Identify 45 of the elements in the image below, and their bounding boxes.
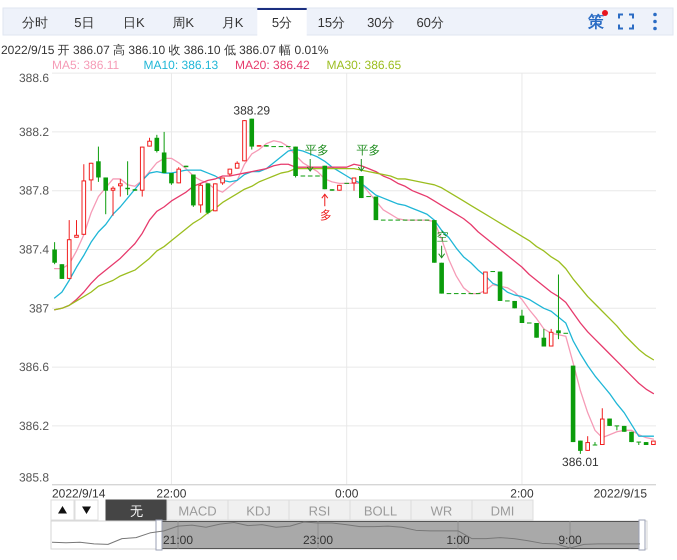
legend-item: MA20: 386.42: [235, 58, 310, 72]
tab-label: 日K: [122, 15, 145, 30]
tab-label: 5日: [74, 15, 95, 30]
tab-label: 15分: [318, 15, 346, 30]
legend-item: MA30: 386.65: [326, 58, 402, 72]
legend-item: MA5: 386.11: [52, 58, 120, 72]
chart-subtitle: 2022/9/15 开 386.07 高 386.10 收 386.10 低 386.07 幅 0.01%: [1, 43, 329, 57]
x-tick-label: 21:00: [162, 533, 194, 547]
tab-label: 30分: [367, 15, 395, 30]
tab: 5分: [257, 8, 307, 36]
y-tick-label: 386.2: [18, 418, 50, 433]
button: DMI: [472, 500, 534, 520]
y-tick-label: 387: [28, 301, 50, 316]
tab-label: 分时: [22, 15, 48, 30]
tab-label: 周K: [172, 15, 194, 30]
tab-label: 60分: [416, 15, 444, 30]
x-tick-label: 9:00: [558, 533, 582, 547]
annotation: 多: [320, 208, 332, 222]
y-tick-label: 386.6: [18, 360, 50, 374]
annotation: 平多: [356, 143, 380, 157]
y-tick-label: 387.4: [18, 242, 50, 256]
tab-label: 月K: [222, 15, 244, 30]
x-tick-label: 2:00: [510, 486, 534, 501]
button: BOLL: [350, 500, 412, 520]
y-tick-label: 388.2: [18, 124, 50, 139]
data-label: 388.29: [233, 104, 270, 118]
data-label: 386.01: [562, 454, 599, 469]
button: RSI: [288, 500, 350, 520]
button: 无: [106, 500, 168, 520]
annotation: 平多: [305, 143, 330, 157]
x-tick-label: 23:00: [302, 533, 334, 547]
button: MACD: [166, 500, 228, 520]
annotation: 空: [436, 230, 449, 244]
y-tick-label: 388.6: [18, 71, 50, 86]
x-tick-label: 2022/9/14: [52, 486, 106, 501]
x-tick-label: 1:00: [446, 533, 470, 547]
y-tick-label: 385.8: [18, 470, 50, 485]
x-tick-label: 0:00: [335, 486, 359, 501]
y-tick-label: 387.8: [18, 184, 50, 198]
button: WR: [410, 500, 472, 520]
x-tick-label: 22:00: [156, 486, 187, 501]
button-label: 策: [588, 14, 604, 31]
button: KDJ: [228, 500, 290, 520]
legend-item: MA10: 386.13: [144, 58, 218, 72]
x-tick-label: 2022/9/15: [594, 486, 648, 501]
